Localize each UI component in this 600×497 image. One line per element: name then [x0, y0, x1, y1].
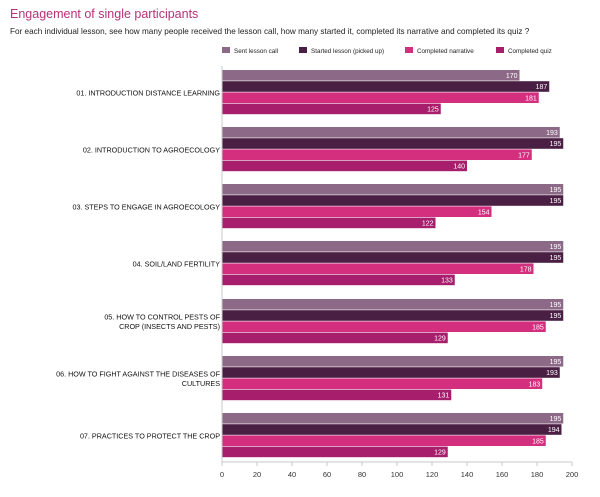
- category-label: 01. INTRODUCTION DISTANCE LEARNING: [76, 88, 220, 97]
- bar: [222, 81, 550, 92]
- data-label: 154: [478, 209, 490, 216]
- data-label: 131: [438, 393, 450, 400]
- bar: [222, 367, 560, 378]
- x-tick-label: 140: [461, 470, 474, 479]
- data-label: 195: [550, 244, 562, 251]
- legend-swatch: [299, 47, 307, 53]
- bar: [222, 332, 448, 344]
- bar: [222, 195, 564, 206]
- bar: [222, 424, 562, 435]
- chart-subtitle: For each individual lesson, see how many…: [10, 27, 530, 36]
- legend-swatch: [405, 47, 413, 53]
- data-label: 195: [550, 141, 562, 148]
- data-label: 195: [550, 255, 562, 262]
- category-label: 07. PRACTICES TO PROTECT THE CROP: [80, 431, 220, 440]
- data-label: 181: [525, 95, 537, 102]
- data-label: 193: [546, 370, 558, 377]
- bar: [222, 127, 560, 138]
- data-label: 185: [532, 324, 544, 331]
- bar: [222, 378, 543, 389]
- data-label: 125: [427, 107, 439, 114]
- data-label: 177: [518, 152, 530, 159]
- bar: [222, 356, 564, 367]
- category-label: 04. SOIL/LAND FERTILITY: [133, 259, 221, 268]
- data-label: 122: [422, 221, 434, 228]
- bar: [222, 184, 564, 195]
- data-label: 133: [441, 278, 453, 285]
- bar: [222, 70, 520, 81]
- bar: [222, 252, 564, 263]
- data-label: 170: [506, 73, 518, 80]
- bar: [222, 435, 546, 446]
- data-label: 195: [550, 359, 562, 366]
- bar: [222, 310, 564, 321]
- bar: [222, 241, 564, 252]
- x-tick-label: 20: [253, 470, 261, 479]
- x-tick-label: 80: [358, 470, 366, 479]
- bar: [222, 206, 492, 217]
- category-label: 06. HOW TO FIGHT AGAINST THE DISEASES OF: [56, 370, 220, 379]
- data-label: 129: [434, 450, 446, 457]
- category-label: CULTURES: [182, 379, 220, 388]
- bar: [222, 149, 532, 160]
- x-tick-label: 0: [220, 470, 224, 479]
- data-label: 187: [536, 84, 548, 91]
- bar: [222, 217, 436, 229]
- bar: [222, 103, 441, 115]
- legend-label: Started lesson (picked up): [311, 48, 384, 55]
- x-tick-label: 40: [288, 470, 296, 479]
- data-label: 185: [532, 438, 544, 445]
- bar: [222, 274, 455, 286]
- bar: [222, 321, 546, 332]
- data-label: 195: [550, 416, 562, 423]
- category-label: 03. STEPS TO ENGAGE IN AGROECOLOGY: [72, 202, 220, 211]
- legend-label: Sent lesson call: [234, 48, 278, 55]
- bar: [222, 446, 448, 458]
- legend-swatch: [496, 47, 504, 53]
- bar: [222, 92, 539, 103]
- data-label: 183: [529, 381, 541, 388]
- data-label: 178: [520, 266, 532, 273]
- category-label: CROP (INSECTS AND PESTS): [119, 322, 220, 331]
- bar: [222, 160, 467, 172]
- category-label: 05. HOW TO CONTROL PESTS OF: [104, 313, 220, 322]
- bar: [222, 138, 564, 149]
- data-label: 129: [434, 336, 446, 343]
- bar: [222, 263, 534, 274]
- data-label: 194: [548, 427, 560, 434]
- data-label: 193: [546, 130, 558, 137]
- legend-swatch: [222, 47, 230, 53]
- category-label: 02. INTRODUCTION TO AGROECOLOGY: [83, 145, 220, 154]
- data-label: 140: [453, 164, 465, 171]
- data-label: 195: [550, 302, 562, 309]
- bar: [222, 299, 564, 310]
- legend-label: Completed narrative: [417, 48, 474, 55]
- x-tick-label: 120: [426, 470, 439, 479]
- legend-label: Completed quiz: [508, 48, 552, 55]
- bar: [222, 389, 452, 401]
- data-label: 195: [550, 198, 562, 205]
- data-label: 195: [550, 313, 562, 320]
- bar: [222, 413, 564, 424]
- x-tick-label: 160: [496, 470, 509, 479]
- x-tick-label: 100: [391, 470, 404, 479]
- x-tick-label: 180: [531, 470, 544, 479]
- x-tick-label: 200: [566, 470, 579, 479]
- x-tick-label: 60: [323, 470, 331, 479]
- chart-title: Engagement of single participants: [10, 7, 199, 21]
- data-label: 195: [550, 187, 562, 194]
